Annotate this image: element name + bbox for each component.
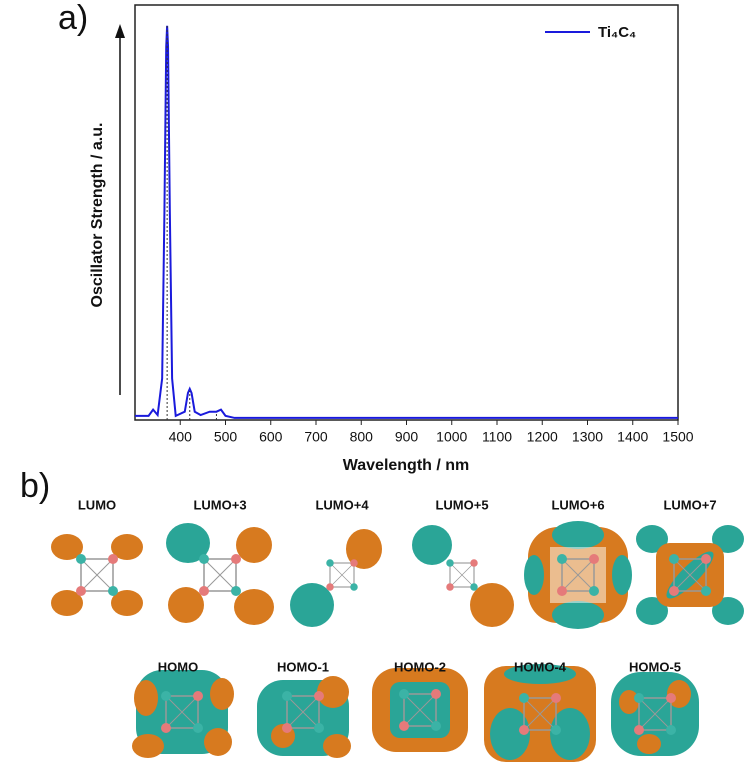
panel-label: a)	[58, 0, 88, 37]
x-tick-label: 1500	[662, 429, 693, 445]
orbital-image	[132, 670, 234, 758]
orbital-label: HOMO-5	[629, 659, 681, 674]
x-tick-label: 1100	[482, 429, 512, 445]
x-tick-label: 400	[169, 429, 193, 445]
spectrum-line	[135, 25, 678, 419]
x-tick-label: 1000	[436, 429, 467, 445]
orbital-label: LUMO+6	[551, 497, 604, 512]
x-tick-label: 500	[214, 429, 238, 445]
x-tick-label: 600	[259, 429, 283, 445]
orbital-image	[372, 668, 468, 752]
orbital-image	[412, 525, 514, 627]
orbital-image	[166, 523, 274, 625]
panel-label: b)	[20, 467, 50, 505]
x-axis-label: Wavelength / nm	[343, 457, 470, 474]
orbital-label: HOMO-4	[514, 659, 567, 674]
x-tick-label: 1200	[527, 429, 558, 445]
orbital-image	[257, 676, 351, 758]
orbital-label: HOMO-2	[394, 659, 446, 674]
orbital-label: LUMO+5	[435, 497, 488, 512]
orbital-image	[484, 664, 596, 762]
x-tick-label: 1400	[617, 429, 648, 445]
orbital-label: HOMO-1	[277, 659, 329, 674]
orbital-image	[611, 672, 699, 756]
orbital-label: LUMO	[78, 497, 116, 512]
orbital-label: LUMO+4	[315, 497, 369, 512]
orbital-image	[524, 521, 632, 629]
y-arrow-head	[115, 24, 125, 38]
y-axis-label: Oscillator Strength / a.u.	[89, 123, 106, 308]
orbital-label: LUMO+3	[193, 497, 246, 512]
orbital-label: LUMO+7	[663, 497, 716, 512]
x-tick-label: 1300	[572, 429, 603, 445]
orbital-image	[636, 525, 744, 625]
x-tick-label: 900	[395, 429, 419, 445]
orbital-label: HOMO	[158, 659, 198, 674]
x-tick-label: 800	[350, 429, 374, 445]
plot-frame	[134, 4, 679, 421]
orbital-image	[51, 534, 143, 616]
orbital-image	[290, 529, 382, 627]
x-tick-label: 700	[304, 429, 328, 445]
legend-label: Ti₄C₄	[598, 24, 636, 41]
